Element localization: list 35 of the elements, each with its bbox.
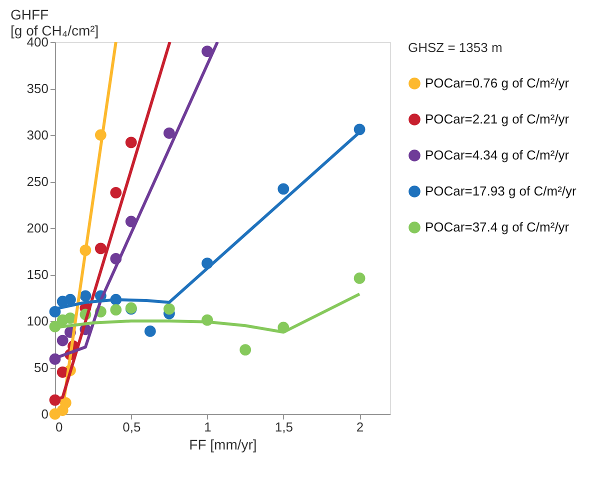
point (110, 304, 122, 316)
point (80, 290, 92, 302)
point (110, 186, 122, 198)
x-tick-label: 0 (56, 420, 63, 434)
x-tick-label: 2 (356, 420, 364, 434)
point (64, 312, 76, 324)
x-tick-label: 1,5 (274, 420, 293, 434)
x-axis-title: FF [mm/yr] (189, 436, 257, 452)
point (94, 242, 106, 254)
legend-label: POCar=37.4 g of C/m²/yr (425, 220, 570, 234)
point (64, 294, 76, 306)
x-tick-label: 0,5 (122, 420, 141, 434)
y-tick-label: 300 (26, 128, 48, 142)
point (240, 344, 252, 356)
point (144, 326, 156, 337)
y-tick-label: 150 (26, 267, 48, 282)
point (164, 127, 175, 139)
point (202, 46, 213, 57)
y-tick-label: 200 (26, 220, 48, 236)
y-tick-label: 350 (26, 81, 48, 96)
point (125, 136, 137, 148)
legend-label: POCar=0.76 g of C/m²/yr (425, 76, 570, 90)
point (164, 303, 175, 315)
y-tick-label: 100 (26, 314, 48, 328)
legend-label: POCar=2.21 g of C/m²/yr (425, 112, 570, 126)
point (278, 183, 290, 195)
y-tick-label: 250 (26, 174, 48, 189)
legend-label: POCar=4.34 g of C/m²/yr (425, 148, 570, 162)
legend-label: POCar=17.93 g of C/m²/yr (425, 184, 578, 198)
point (56, 334, 68, 346)
y-tick-label: 50 (34, 360, 48, 375)
y-tick-label: 0 (41, 406, 48, 422)
point (354, 272, 366, 284)
x-tick-label: 1 (204, 420, 212, 434)
legend-title: GHSZ = 1353 m (408, 40, 502, 55)
